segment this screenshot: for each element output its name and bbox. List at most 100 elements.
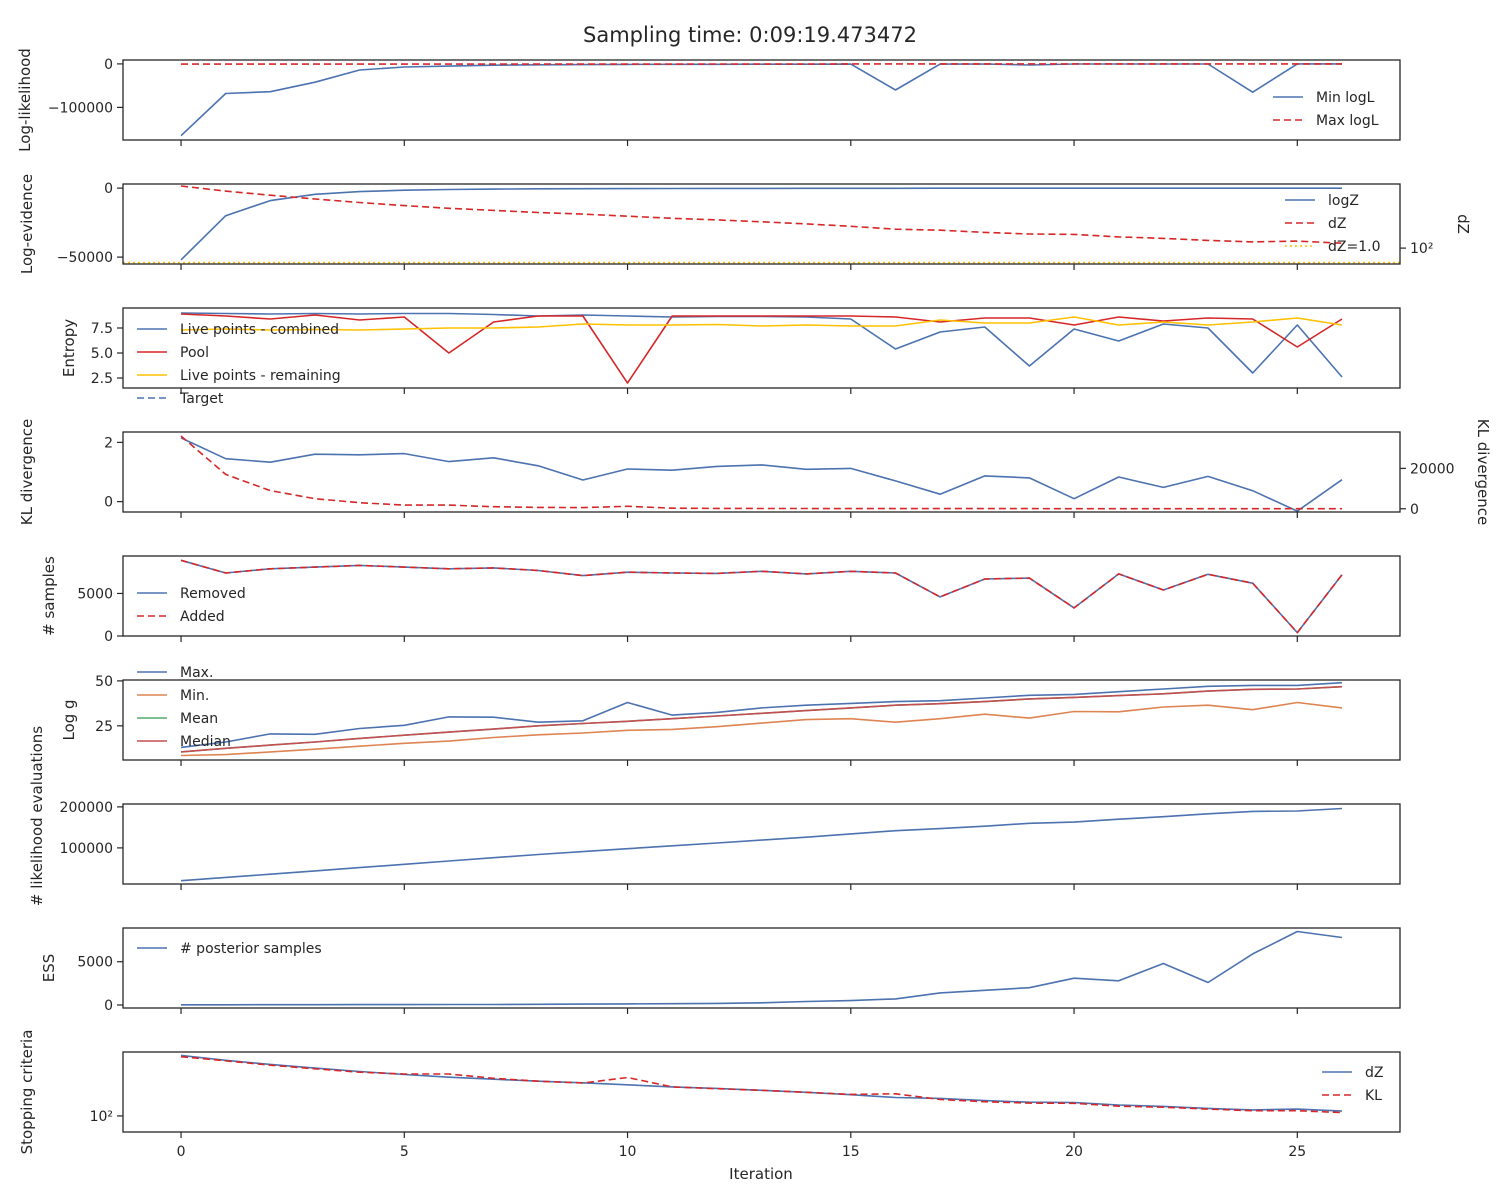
series-group bbox=[180, 559, 1343, 634]
x-tick-label: 10 bbox=[619, 1144, 637, 1160]
y-axis-label: Log-likelihood bbox=[16, 48, 34, 152]
y-tick-label: 50 bbox=[95, 674, 113, 690]
legend-label: logZ bbox=[1328, 193, 1359, 209]
series-line-dz bbox=[180, 185, 1343, 244]
legend: Live points - combined Pool Live points - … bbox=[137, 322, 341, 407]
legend-label: Live points - remaining bbox=[180, 368, 341, 384]
series-line-added bbox=[180, 559, 1343, 634]
y-tick-label: 5000 bbox=[77, 955, 113, 971]
legend: Max. Min. Mean Median bbox=[137, 665, 231, 750]
x-tick-label: 0 bbox=[177, 1144, 186, 1160]
series-line-dz bbox=[180, 1054, 1343, 1112]
plot-frame bbox=[122, 803, 1401, 885]
y-axis-label: Entropy bbox=[60, 319, 78, 377]
y-tick-label: 100000 bbox=[60, 841, 113, 857]
y-tick-label: 0 bbox=[104, 495, 113, 511]
legend-label: Max. bbox=[180, 665, 213, 681]
plot-frame bbox=[122, 431, 1401, 513]
panel-8: 0 5000 ESS # posterior samples bbox=[40, 927, 1401, 1014]
y-axis-label: # samples bbox=[40, 556, 58, 636]
y-axis-label: Stopping criteria bbox=[18, 1030, 36, 1155]
plot-frame bbox=[122, 679, 1401, 761]
legend: dZ KL bbox=[1322, 1065, 1383, 1104]
series-group bbox=[181, 930, 1343, 1006]
x-tick-label: 25 bbox=[1288, 1144, 1306, 1160]
legend-label: Min. bbox=[180, 688, 209, 704]
series-line-live-points-remaining bbox=[180, 316, 1343, 331]
legend: Min logL Max logL bbox=[1273, 90, 1379, 129]
legend-label: Max logL bbox=[1316, 113, 1379, 129]
legend: Removed Added bbox=[137, 586, 246, 625]
series-line--posterior-samples bbox=[181, 930, 1343, 1006]
panel-6: 25 50 Log g Max. Min. Mean Median bbox=[60, 665, 1401, 766]
y-tick-label: −100000 bbox=[48, 100, 113, 116]
legend-label: dZ=1.0 bbox=[1328, 239, 1380, 255]
legend-label: Pool bbox=[180, 345, 209, 361]
panel-5: 0 5000 # samples Removed Added bbox=[40, 555, 1401, 645]
y-axis-label: Log g bbox=[60, 699, 78, 740]
plot-frame bbox=[122, 1051, 1401, 1133]
y-tick-label: 0 bbox=[104, 998, 113, 1014]
series-line-mean bbox=[180, 685, 1343, 753]
legend-label: Target bbox=[179, 391, 224, 407]
series-line-logz bbox=[180, 187, 1342, 261]
legend-label: Live points - combined bbox=[180, 322, 339, 338]
y2-axis-label: KL divergence bbox=[1474, 419, 1492, 525]
y-axis-label: # likelihood evaluations bbox=[28, 726, 46, 906]
legend-label: KL bbox=[1365, 1088, 1382, 1104]
x-tick-label: 15 bbox=[842, 1144, 860, 1160]
legend-label: Mean bbox=[180, 711, 218, 727]
plot-frame bbox=[122, 307, 1401, 389]
y2-axis-label: dZ bbox=[1454, 214, 1472, 234]
y-tick-label: 0 bbox=[104, 57, 113, 73]
legend-label: dZ bbox=[1328, 216, 1346, 232]
series-line-min-logl bbox=[180, 63, 1342, 137]
panel-9: 10² Stopping criteria 0 5 10 15 20 25 dZ KL bbox=[18, 1030, 1401, 1160]
legend: logZ dZ dZ=1.0 bbox=[1285, 193, 1380, 255]
legend-label: Added bbox=[180, 609, 225, 625]
y-tick-label: 2.5 bbox=[91, 371, 113, 387]
x-tick-label: 20 bbox=[1065, 1144, 1083, 1160]
y-tick-label: 25 bbox=[95, 719, 113, 735]
panel-7: 100000 200000 # likelihood evaluations bbox=[28, 726, 1401, 906]
figure-title: Sampling time: 0:09:19.473472 bbox=[583, 23, 917, 47]
y-tick-label: 0 bbox=[104, 181, 113, 197]
plot-frame bbox=[122, 927, 1401, 1009]
series-line-unnamed-1 bbox=[180, 435, 1342, 510]
series-group bbox=[180, 1054, 1343, 1114]
series-line-max- bbox=[180, 681, 1343, 749]
legend-label: Removed bbox=[180, 586, 246, 602]
y-tick-label: 5000 bbox=[77, 586, 113, 602]
y-tick-label: 5.0 bbox=[91, 346, 113, 362]
y-tick-label: 2 bbox=[104, 435, 113, 451]
y-tick-label: 10² bbox=[90, 1109, 113, 1125]
x-tick-label: 5 bbox=[400, 1144, 409, 1160]
series-group bbox=[180, 681, 1343, 757]
legend-label: Median bbox=[180, 734, 231, 750]
series-line-kl bbox=[180, 1055, 1343, 1114]
y-axis-label: ESS bbox=[40, 954, 58, 983]
panel-4: 0 2 0 20000 KL divergence KL divergence bbox=[18, 419, 1492, 525]
series-group bbox=[123, 185, 1400, 264]
series-group bbox=[180, 435, 1343, 512]
panel-2: 0 −50000 10² Log-evidence dZ logZ dZ dZ=1.0 bbox=[18, 174, 1472, 274]
plot-frame bbox=[122, 183, 1401, 265]
y-tick-label: 200000 bbox=[60, 800, 113, 816]
y-tick-label: 7.5 bbox=[91, 321, 113, 337]
y-tick-label: −50000 bbox=[57, 250, 113, 266]
series-line-median bbox=[180, 685, 1343, 753]
plot-frame bbox=[122, 59, 1401, 141]
legend-label: Min logL bbox=[1316, 90, 1375, 106]
y-tick-label: 0 bbox=[104, 629, 113, 645]
x-axis-label: Iteration bbox=[729, 1165, 793, 1183]
y2-tick-label: 10² bbox=[1410, 241, 1433, 257]
legend-label: # posterior samples bbox=[180, 941, 322, 957]
panel-3: 2.5 5.0 7.5 Entropy Live points - combined Po… bbox=[60, 307, 1401, 407]
panel-1: 0 −100000 Log-likelihood Min logL Max logL bbox=[16, 48, 1401, 152]
y-axis-label: Log-evidence bbox=[18, 174, 36, 274]
series-line-pool bbox=[180, 313, 1343, 384]
series-group bbox=[180, 312, 1343, 384]
series-line-unnamed-0 bbox=[180, 437, 1343, 512]
legend-label: dZ bbox=[1365, 1065, 1383, 1081]
